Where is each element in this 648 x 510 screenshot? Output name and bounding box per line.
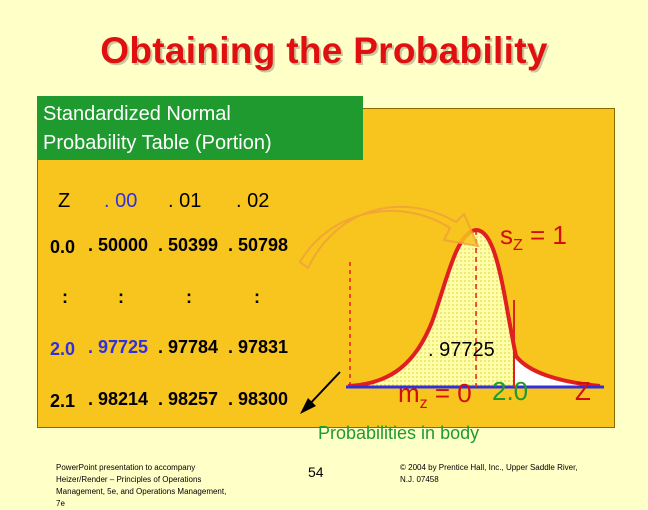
row-3-c3: . 98300	[228, 389, 289, 409]
curved-arrow	[298, 205, 480, 270]
footer-left: PowerPoint presentation to accompany Hei…	[56, 462, 266, 510]
table-caption-line1: Standardized Normal	[43, 103, 231, 125]
z-axis-label: Z	[575, 376, 591, 406]
footer-left-line1: PowerPoint presentation to accompany	[56, 463, 196, 472]
sigma-symbol: s	[500, 220, 513, 250]
pointer-arrowhead	[300, 398, 316, 414]
footer-left-line3: Management, 5e, and Operations Managemen…	[56, 487, 227, 496]
row-1-c1: :	[118, 287, 124, 307]
sigma-label: sZ = 1	[500, 220, 567, 255]
mu-subscript: z	[419, 395, 428, 413]
row-2-c3: . 97831	[228, 337, 289, 357]
tail-area	[514, 358, 590, 386]
footer-right: © 2004 by Prentice Hall, Inc., Upper Sad…	[400, 462, 640, 486]
row-1-c2: :	[186, 287, 192, 307]
header-01: . 01	[168, 190, 202, 212]
header-z: Z	[58, 190, 71, 212]
row-z-3: 2.1	[50, 391, 76, 411]
row-0-c1: . 50000	[88, 235, 149, 255]
footer-left-line2: Heizer/Render – Principles of Operations	[56, 475, 202, 484]
area-value: . 97725	[428, 339, 495, 361]
sigma-subscript: Z	[513, 237, 523, 255]
page-number: 54	[308, 464, 324, 480]
table-caption-box: Standardized Normal Probability Table (P…	[37, 96, 363, 160]
mu-symbol: m	[398, 378, 420, 408]
footer-left-line4: 7e	[56, 499, 65, 508]
mu-value: = 0	[427, 378, 472, 408]
row-2-c1: . 97725	[88, 337, 149, 357]
row-3-c1: . 98214	[88, 389, 149, 409]
row-1-c3: :	[254, 287, 260, 307]
row-z-1: :	[62, 287, 68, 307]
sigma-value: = 1	[522, 220, 567, 250]
row-0-c2: . 50399	[158, 235, 219, 255]
row-z-0: 0.0	[50, 237, 76, 257]
mu-label: mz = 0	[398, 378, 472, 413]
z-value-label: 2.0	[492, 376, 529, 406]
header-02: . 02	[236, 190, 270, 212]
row-2-c2: . 97784	[158, 337, 219, 357]
header-00: . 00	[104, 190, 138, 212]
row-0-c3: . 50798	[228, 235, 289, 255]
footer-right-line2: N.J. 07458	[400, 475, 439, 484]
table-caption-line2: Probability Table (Portion)	[43, 132, 272, 154]
row-z-2: 2.0	[50, 339, 76, 359]
body-area	[352, 230, 514, 386]
body-caption: Probabilities in body	[318, 423, 480, 443]
footer-right-line1: © 2004 by Prentice Hall, Inc., Upper Sad…	[400, 463, 578, 472]
slide-title: Obtaining the Probability	[100, 30, 548, 71]
row-3-c2: . 98257	[158, 389, 219, 409]
